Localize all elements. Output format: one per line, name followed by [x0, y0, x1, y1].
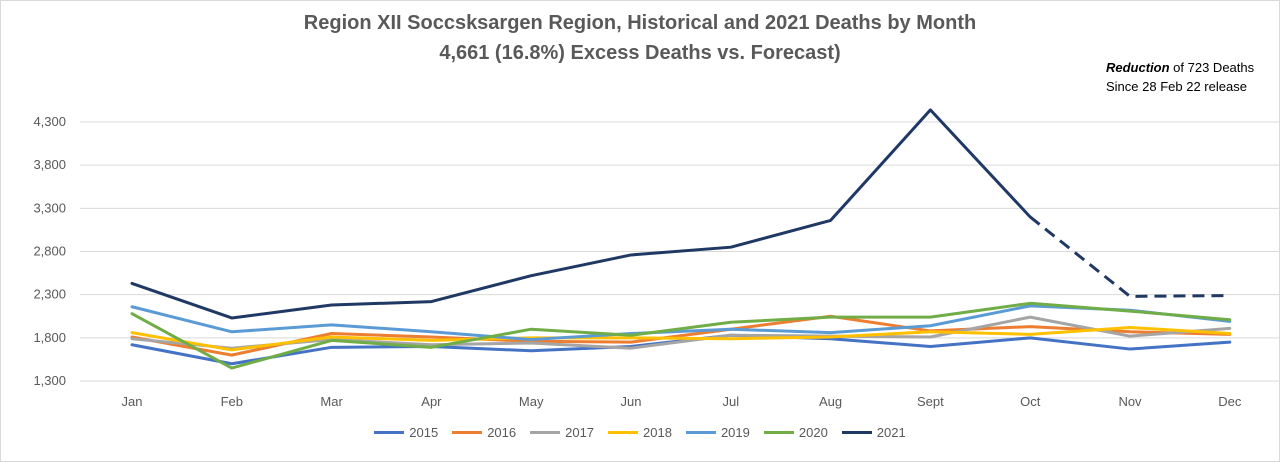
note-rest: of 723 Deaths [1169, 60, 1255, 75]
x-tick-label: Jan [122, 394, 143, 409]
x-tick-label: Mar [320, 394, 343, 409]
legend-item-2018: 2018 [608, 425, 672, 440]
series-line-2018 [130, 325, 1232, 352]
legend-label: 2017 [565, 425, 595, 440]
chart-legend: 2015 2016 2017 2018 2019 2020 2021 [0, 425, 1280, 440]
x-tick-label: Dec [1218, 394, 1242, 409]
y-tick-label: 3,300 [33, 200, 66, 215]
y-tick-label: 4,300 [33, 114, 66, 129]
legend-swatch [374, 431, 405, 434]
legend-label: 2016 [487, 425, 517, 440]
x-tick-label: Sept [917, 394, 944, 409]
legend-label: 2019 [720, 425, 750, 440]
x-tick-label: Aug [819, 394, 842, 409]
series-line-dashed-2021 [1029, 215, 1230, 298]
chart-title: Region XII Soccsksargen Region, Historic… [303, 12, 977, 34]
legend-item-2020: 2020 [763, 425, 828, 440]
y-tick-label: 2,300 [33, 287, 66, 302]
legend-label: 2018 [643, 425, 672, 440]
y-tick-label: 1,300 [33, 373, 66, 388]
x-tick-label: Apr [421, 394, 442, 409]
legend-swatch [452, 431, 483, 434]
note-bold: Reduction [1106, 60, 1170, 75]
series-line-2020 [130, 301, 1232, 370]
legend-item-2016: 2016 [452, 425, 516, 440]
x-tick-label: Nov [1118, 394, 1142, 409]
legend-label: 2020 [798, 425, 828, 440]
x-tick-label: Feb [221, 394, 243, 409]
series-line-2017 [130, 315, 1232, 350]
series-line-2016 [130, 314, 1232, 357]
legend-item-2017: 2017 [530, 425, 594, 440]
reduction-note: Reduction of 723 Deaths Since 28 Feb 22 … [1106, 58, 1254, 96]
series-line-2019 [130, 304, 1232, 342]
x-tick-label: Oct [1020, 394, 1041, 409]
y-tick-label: 2,800 [33, 244, 66, 259]
legend-label: 2015 [409, 425, 439, 440]
legend-swatch [763, 431, 794, 434]
legend-label: 2021 [876, 425, 906, 440]
x-tick-label: May [519, 394, 544, 409]
legend-swatch [841, 431, 872, 434]
series-line-2021 [130, 108, 1032, 320]
legend-item-2015: 2015 [374, 425, 438, 440]
chart-subtitle: 4,661 (16.8%) Excess Deaths vs. Forecast… [439, 42, 841, 64]
legend-swatch [530, 431, 561, 434]
note-line2: Since 28 Feb 22 release [1106, 79, 1247, 94]
legend-item-2019: 2019 [685, 425, 750, 440]
x-tick-label: Jul [722, 394, 739, 409]
y-tick-label: 3,800 [33, 157, 66, 172]
legend-swatch [685, 431, 716, 434]
y-tick-label: 1,800 [33, 330, 66, 345]
legend-item-2021: 2021 [841, 425, 906, 440]
legend-swatch [608, 431, 639, 434]
x-tick-label: Jun [621, 394, 642, 409]
